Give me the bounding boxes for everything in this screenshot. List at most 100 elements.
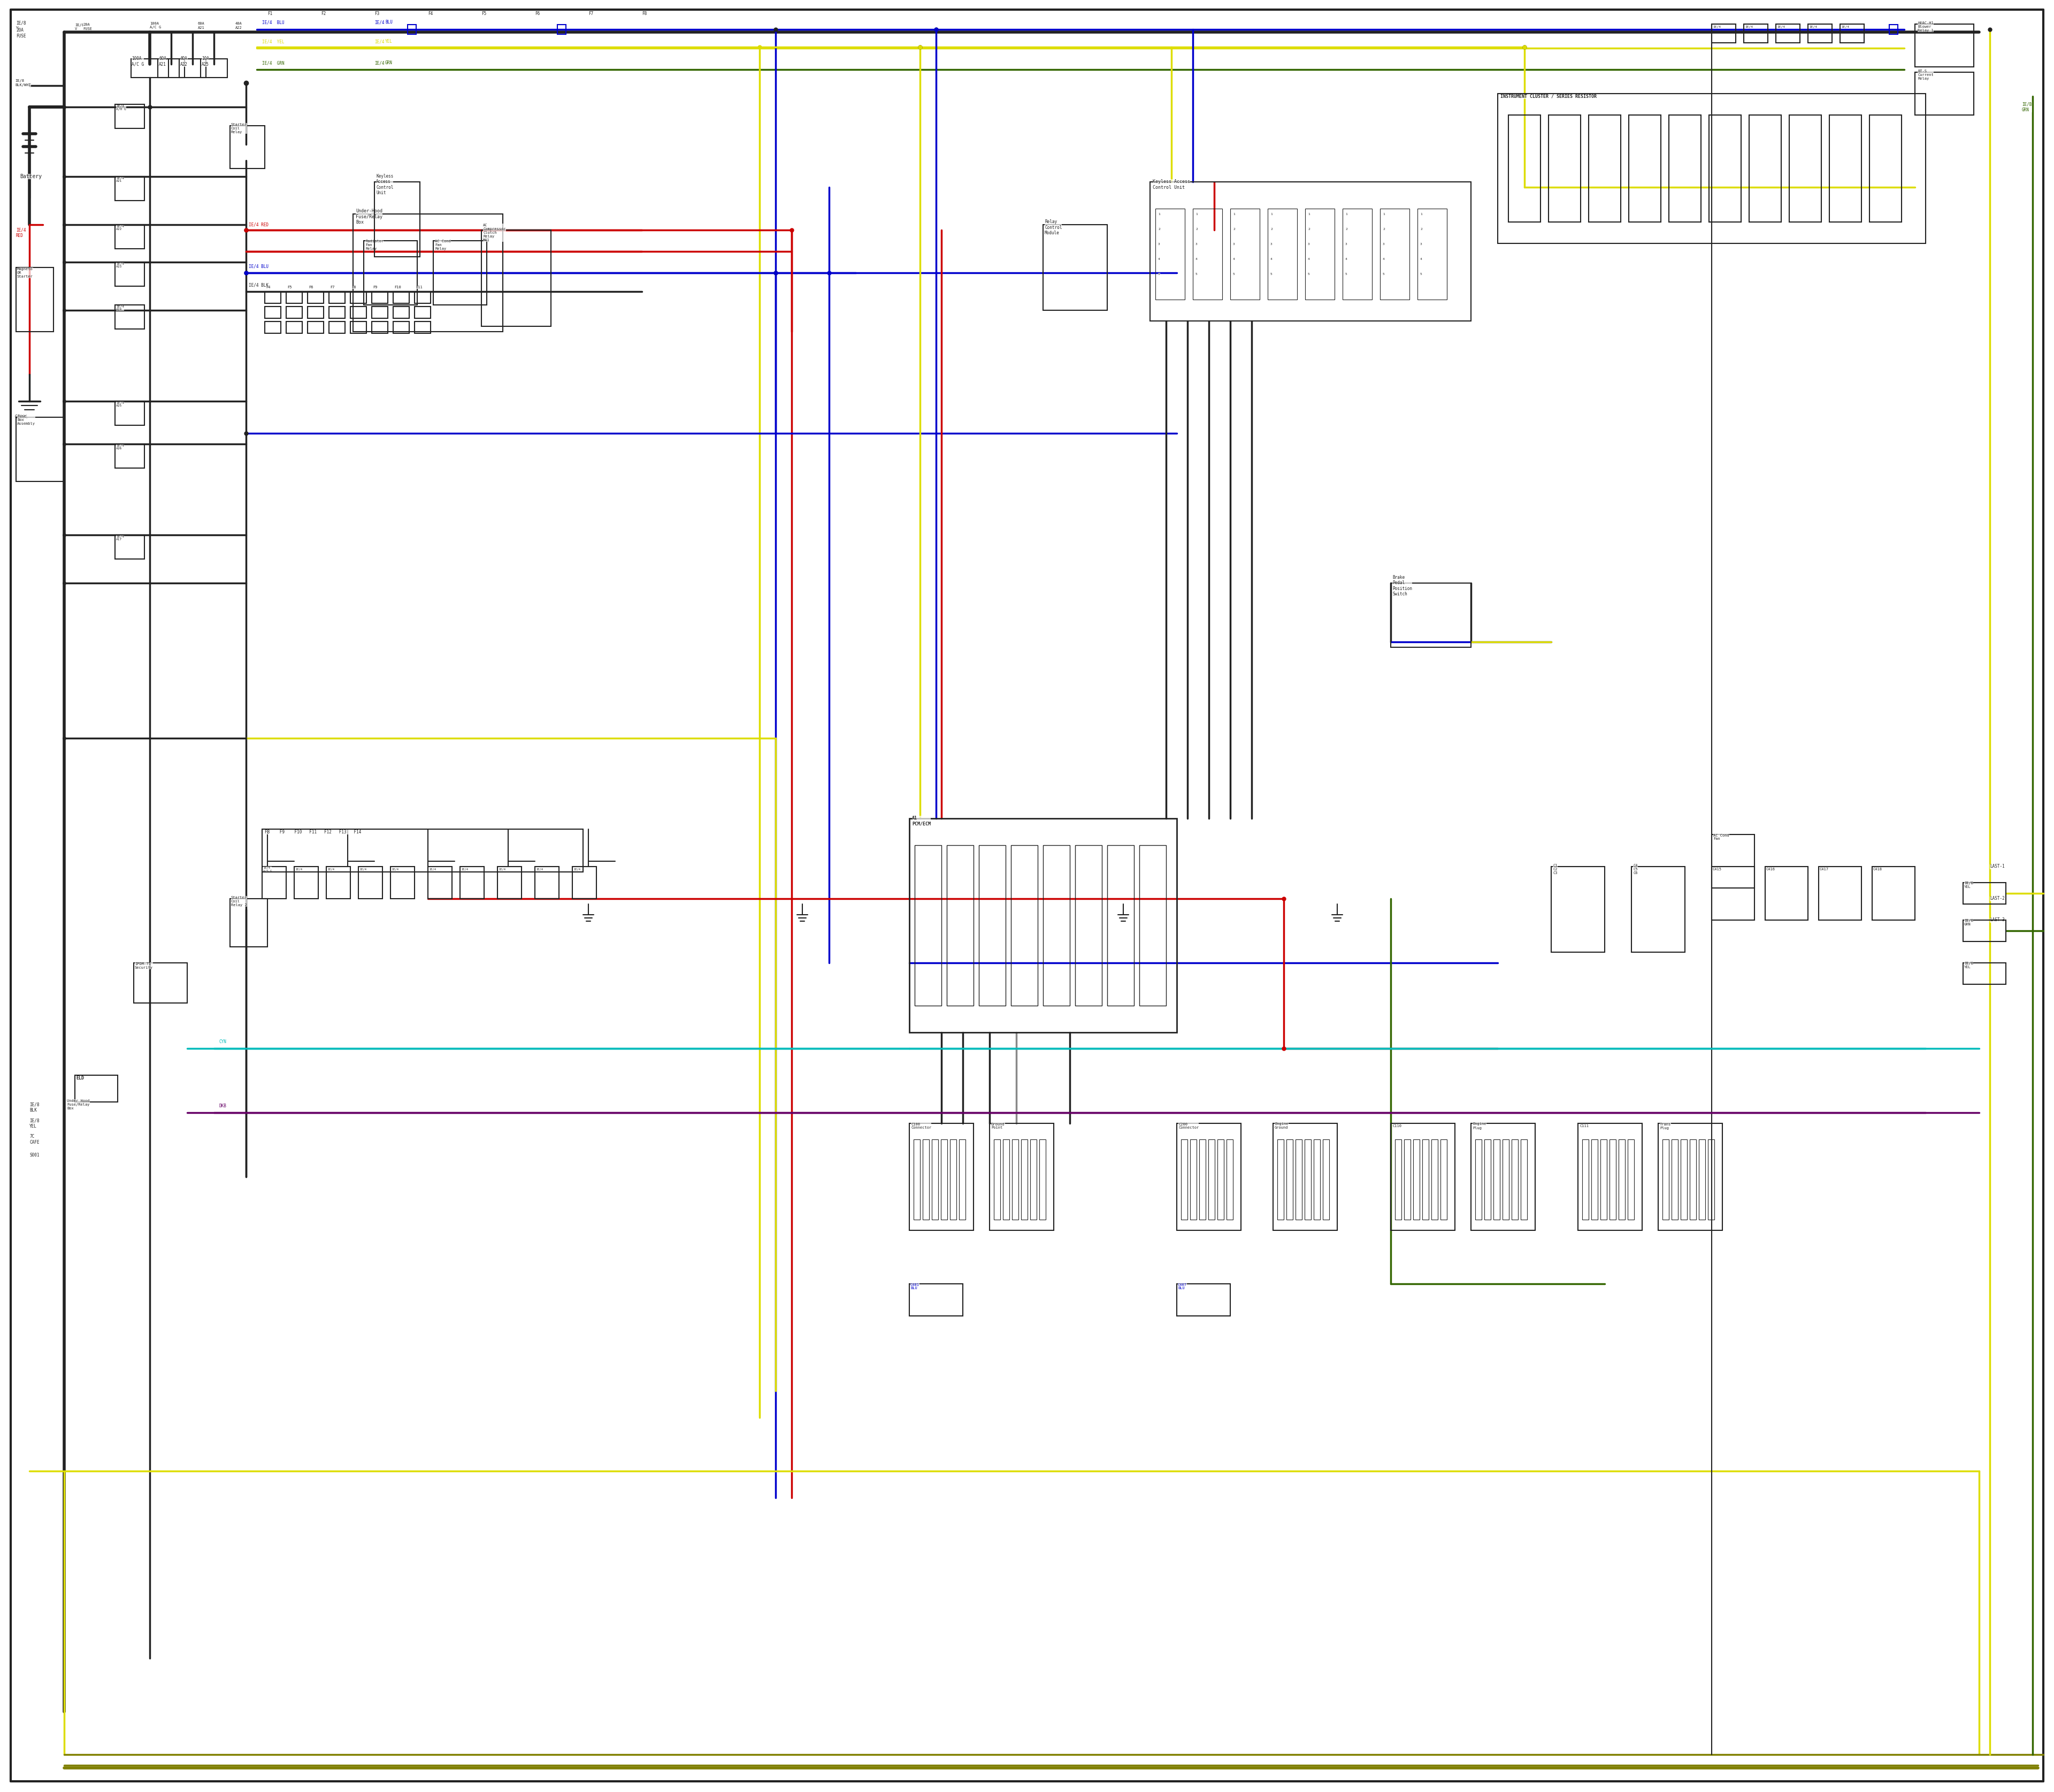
- Text: A1
PCM/ECM: A1 PCM/ECM: [912, 815, 930, 826]
- Bar: [263, 867, 286, 898]
- Text: Battery: Battery: [21, 174, 41, 179]
- Bar: [1417, 208, 1446, 299]
- Bar: [351, 321, 366, 333]
- Text: F9: F9: [374, 285, 378, 289]
- Text: IE/4: IE/4: [460, 867, 468, 871]
- Bar: [1914, 72, 1974, 115]
- Bar: [179, 59, 205, 77]
- Text: IPDM-75
Security: IPDM-75 Security: [136, 962, 152, 969]
- Text: Under-Hood
Fuse/Relay
Box: Under-Hood Fuse/Relay Box: [355, 208, 382, 224]
- Bar: [1964, 883, 2007, 903]
- Text: GRN: GRN: [386, 61, 392, 66]
- Text: IE/4
A22: IE/4 A22: [117, 226, 123, 231]
- Bar: [1286, 1140, 1292, 1220]
- Text: IE/4
A25: IE/4 A25: [117, 401, 123, 407]
- Text: 40A
A22: 40A A22: [181, 56, 187, 66]
- Bar: [372, 292, 388, 303]
- Text: IE/4: IE/4: [1840, 25, 1849, 29]
- Bar: [415, 321, 431, 333]
- Text: C481
BLU: C481 BLU: [910, 1283, 920, 1290]
- Bar: [1177, 1283, 1230, 1315]
- Text: IE/B
YEL: IE/B YEL: [1964, 882, 1974, 889]
- Bar: [1002, 1140, 1009, 1220]
- Bar: [1549, 115, 1582, 222]
- Text: IE/4
A/S G: IE/4 A/S G: [263, 866, 271, 873]
- Bar: [1177, 1124, 1241, 1231]
- Bar: [922, 1140, 928, 1220]
- Text: IE/4  BLU: IE/4 BLU: [263, 20, 283, 25]
- Text: C111: C111: [1580, 1124, 1588, 1127]
- Text: IE/B
GRN: IE/B GRN: [1964, 919, 1974, 926]
- Text: BLU: BLU: [386, 20, 392, 25]
- Text: AC
Compressor
Clutch
Relay
M41: AC Compressor Clutch Relay M41: [483, 224, 505, 242]
- Bar: [481, 229, 550, 326]
- Bar: [1662, 1140, 1668, 1220]
- Text: Under Hood
Fuse/Relay
Box: Under Hood Fuse/Relay Box: [68, 1098, 90, 1109]
- Bar: [460, 867, 485, 898]
- Text: F8: F8: [351, 285, 355, 289]
- Bar: [1181, 1140, 1187, 1220]
- Bar: [941, 1140, 947, 1220]
- Bar: [1391, 1124, 1454, 1231]
- Bar: [1627, 1140, 1635, 1220]
- Text: F6: F6: [308, 285, 312, 289]
- Text: IE/4
A24: IE/4 A24: [117, 305, 123, 312]
- Bar: [1140, 846, 1167, 1005]
- Text: G0001: G0001: [14, 414, 29, 419]
- Bar: [1226, 1140, 1232, 1220]
- Text: F6: F6: [534, 11, 540, 16]
- Bar: [1869, 115, 1902, 222]
- Bar: [115, 262, 144, 287]
- Bar: [1600, 1140, 1606, 1220]
- Bar: [415, 306, 431, 319]
- Text: C100
Connector: C100 Connector: [910, 1122, 930, 1129]
- Bar: [1471, 1124, 1534, 1231]
- Bar: [308, 321, 325, 333]
- Bar: [1485, 1140, 1491, 1220]
- Text: IE/4
A26: IE/4 A26: [117, 444, 123, 450]
- Text: IE/4: IE/4: [327, 867, 335, 871]
- Bar: [1278, 1140, 1284, 1220]
- Bar: [1520, 1140, 1526, 1220]
- Bar: [1304, 208, 1335, 299]
- Bar: [415, 292, 431, 303]
- Text: C4
C5
C6: C4 C5 C6: [1633, 864, 1637, 874]
- Text: Fuse
Box
Assembly: Fuse Box Assembly: [16, 414, 35, 425]
- Text: IE/4
A/H G: IE/4 A/H G: [117, 104, 125, 111]
- Text: C418: C418: [1873, 867, 1881, 871]
- Bar: [115, 104, 144, 129]
- Text: F8    F9    F10   F11   F12   F13   F14: F8 F9 F10 F11 F12 F13 F14: [265, 830, 362, 835]
- Text: Relay
Control
Module: Relay Control Module: [1045, 219, 1062, 235]
- Bar: [1304, 1140, 1310, 1220]
- Bar: [392, 321, 409, 333]
- Text: Keyless Access
Control Unit: Keyless Access Control Unit: [1152, 179, 1189, 190]
- Text: F5: F5: [481, 11, 487, 16]
- Bar: [557, 25, 567, 34]
- Bar: [16, 418, 64, 482]
- Bar: [374, 181, 419, 256]
- Bar: [534, 867, 559, 898]
- Text: Ground
Point: Ground Point: [992, 1122, 1004, 1129]
- Text: LAST-3: LAST-3: [1990, 918, 2005, 923]
- Bar: [265, 321, 281, 333]
- Bar: [1043, 846, 1070, 1005]
- Text: 40A
A22: 40A A22: [236, 22, 242, 29]
- Bar: [1711, 23, 1736, 43]
- Text: 100A
A/C G: 100A A/C G: [131, 56, 144, 66]
- Bar: [201, 59, 228, 77]
- Text: IE/4  GRN: IE/4 GRN: [263, 61, 283, 66]
- Bar: [1150, 181, 1471, 321]
- Bar: [372, 321, 388, 333]
- Bar: [1871, 867, 1914, 919]
- Bar: [910, 1124, 974, 1231]
- Text: IE/8
BLK/WHT: IE/8 BLK/WHT: [14, 79, 31, 86]
- Bar: [286, 321, 302, 333]
- Text: F7: F7: [587, 11, 594, 16]
- Text: IE/4
A17: IE/4 A17: [117, 536, 123, 541]
- Bar: [1709, 115, 1742, 222]
- Bar: [1395, 1140, 1401, 1220]
- Bar: [351, 306, 366, 319]
- Bar: [1391, 582, 1471, 647]
- Bar: [115, 305, 144, 330]
- Bar: [327, 867, 351, 898]
